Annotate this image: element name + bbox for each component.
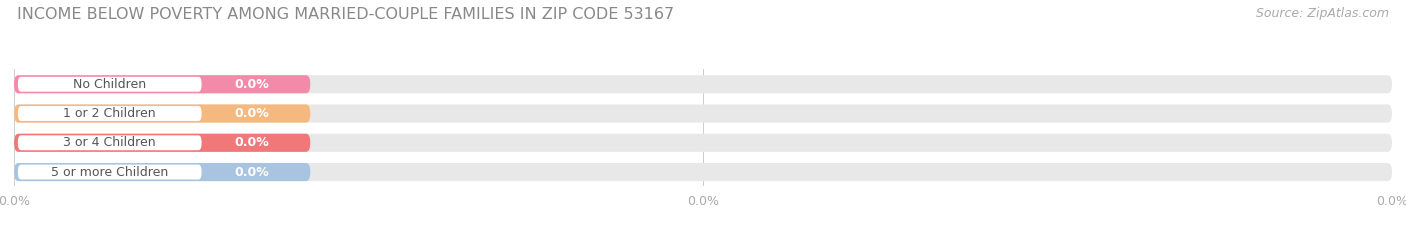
Text: 3 or 4 Children: 3 or 4 Children xyxy=(63,136,156,149)
FancyBboxPatch shape xyxy=(14,75,311,93)
Text: 1 or 2 Children: 1 or 2 Children xyxy=(63,107,156,120)
FancyBboxPatch shape xyxy=(14,104,311,123)
FancyBboxPatch shape xyxy=(14,134,1392,152)
FancyBboxPatch shape xyxy=(18,77,201,92)
Text: 0.0%: 0.0% xyxy=(235,165,269,178)
FancyBboxPatch shape xyxy=(14,75,1392,93)
FancyBboxPatch shape xyxy=(14,134,311,152)
FancyBboxPatch shape xyxy=(14,104,1392,123)
FancyBboxPatch shape xyxy=(14,163,1392,181)
Text: Source: ZipAtlas.com: Source: ZipAtlas.com xyxy=(1256,7,1389,20)
FancyBboxPatch shape xyxy=(18,164,201,179)
FancyBboxPatch shape xyxy=(14,163,311,181)
Text: 0.0%: 0.0% xyxy=(235,136,269,149)
FancyBboxPatch shape xyxy=(18,106,201,121)
Text: 0.0%: 0.0% xyxy=(235,107,269,120)
Text: INCOME BELOW POVERTY AMONG MARRIED-COUPLE FAMILIES IN ZIP CODE 53167: INCOME BELOW POVERTY AMONG MARRIED-COUPL… xyxy=(17,7,673,22)
Text: No Children: No Children xyxy=(73,78,146,91)
Text: 0.0%: 0.0% xyxy=(235,78,269,91)
Text: 5 or more Children: 5 or more Children xyxy=(51,165,169,178)
FancyBboxPatch shape xyxy=(18,135,201,150)
